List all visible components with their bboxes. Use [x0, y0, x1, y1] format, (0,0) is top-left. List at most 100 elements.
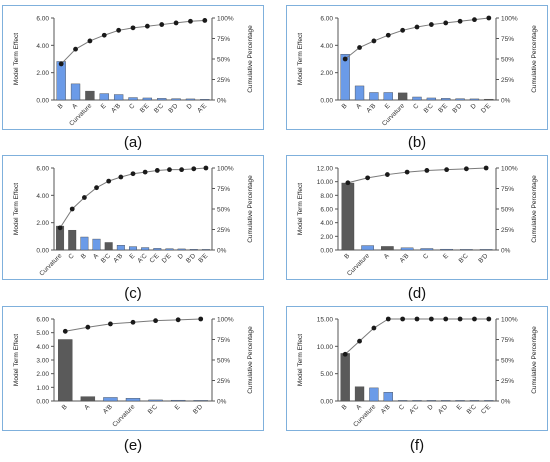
- category-label: A: [383, 252, 391, 260]
- panel-frame-a: [2, 5, 264, 130]
- caption-f: (f): [409, 437, 425, 454]
- category-label: A'C: [408, 403, 420, 415]
- y2-tick-label: 100%: [501, 166, 518, 173]
- bar-4: [420, 248, 434, 251]
- y-tick-label: 0.00: [36, 98, 49, 105]
- bar-8: [455, 400, 465, 402]
- cumulative-point-5: [175, 317, 181, 323]
- bar-7: [157, 98, 167, 101]
- cumulative-point-3: [94, 185, 99, 191]
- cumulative-line: [344, 318, 489, 355]
- category-label: A: [83, 403, 91, 411]
- y2-tick-label: 75%: [501, 337, 514, 344]
- y-tick-label: 8.00: [320, 193, 333, 200]
- bar-3: [92, 238, 101, 251]
- y2-tick-label: 50%: [217, 207, 230, 214]
- y2-tick-label: 50%: [217, 358, 230, 365]
- bar-0: [58, 339, 73, 402]
- bar-6: [193, 400, 208, 402]
- y-axis-title: Model Term Effect: [297, 33, 304, 85]
- y2-tick-label: 50%: [501, 207, 514, 214]
- cumulative-point-9: [472, 316, 477, 322]
- cumulative-point-7: [142, 169, 148, 175]
- cumulative-point-0: [345, 180, 351, 186]
- y-tick-label: 6.00: [320, 16, 333, 23]
- cumulative-line: [59, 167, 206, 229]
- panel-frame-e: [2, 306, 264, 431]
- pareto-chart-d: 0.00 2.00 4.00 6.00 8.00 10.00 12.00 0% 25% 50% 75…: [297, 165, 538, 278]
- bar-2: [103, 397, 118, 402]
- bar-3: [99, 93, 109, 101]
- y-tick-label: 10.00: [317, 344, 334, 351]
- caption-c: (c): [124, 285, 142, 302]
- cumulative-point-3: [385, 32, 391, 38]
- cumulative-point-10: [202, 18, 208, 23]
- y2-tick-label: 25%: [217, 227, 230, 234]
- y2-tick-label: 25%: [501, 77, 514, 84]
- category-label: A'B: [399, 252, 411, 264]
- category-label: A'B: [110, 102, 122, 114]
- bar-1: [68, 229, 77, 251]
- bar-0: [341, 182, 355, 251]
- cumulative-point-7: [443, 20, 449, 26]
- category-label: E: [442, 252, 450, 260]
- cumulative-point-2: [87, 38, 93, 44]
- category-label: A: [71, 102, 79, 110]
- cumulative-point-3: [130, 319, 136, 325]
- y2-tick-label: 100%: [217, 166, 234, 173]
- cumulative-point-4: [153, 318, 158, 324]
- y-tick-label: 4.00: [36, 193, 49, 200]
- bar-8: [171, 98, 181, 101]
- pareto-chart-b: 0.00 2.00 4.00 6.00 0% 25% 50% 75% 100% Model Ter…: [297, 16, 538, 128]
- bar-10: [200, 99, 210, 101]
- cumulative-point-0: [57, 225, 63, 231]
- caption-e: (e): [123, 437, 143, 454]
- cumulative-point-8: [457, 316, 463, 322]
- category-label: B: [341, 403, 349, 411]
- category-label: E: [128, 252, 136, 260]
- y-tick-label: 4.00: [320, 220, 333, 227]
- cumulative-point-7: [483, 165, 489, 171]
- category-label: B'D: [451, 102, 463, 114]
- y2-tick-label: 0%: [501, 98, 511, 105]
- cumulative-point-3: [385, 316, 391, 322]
- cumulative-point-11: [191, 166, 197, 172]
- bar-1: [80, 396, 96, 402]
- y2-tick-label: 25%: [501, 227, 514, 234]
- bar-10: [484, 98, 494, 101]
- y-tick-label: 2.00: [36, 220, 49, 227]
- category-label: E: [455, 403, 463, 411]
- cumulative-point-10: [486, 316, 492, 322]
- category-label: D'E: [161, 252, 174, 265]
- category-label: C'E: [480, 403, 493, 416]
- cumulative-point-6: [463, 166, 469, 172]
- y2-tick-label: 100%: [217, 16, 234, 23]
- bar-2: [369, 92, 379, 101]
- bar-9: [185, 98, 196, 101]
- bar-8: [455, 98, 465, 101]
- cumulative-point-1: [85, 324, 91, 330]
- category-label: B: [61, 403, 69, 411]
- y2-tick-label: 100%: [217, 317, 234, 324]
- category-label: B'D: [185, 252, 197, 264]
- y2-tick-label: 0%: [501, 399, 511, 406]
- cumulative-point-9: [188, 18, 193, 24]
- category-label: B'C: [153, 102, 165, 114]
- cumulative-point-9: [167, 167, 172, 173]
- bar-6: [142, 97, 153, 101]
- bar-1: [70, 83, 81, 101]
- category-label: C: [67, 252, 75, 260]
- y-tick-label: 10.00: [317, 179, 334, 186]
- panel-frame-d: [286, 155, 548, 280]
- bar-7: [141, 247, 150, 251]
- y-tick-label: 5.00: [36, 330, 49, 337]
- category-label: D: [177, 252, 185, 260]
- category-label: B'C: [100, 252, 112, 264]
- category-label: B'D: [167, 102, 179, 114]
- y2-tick-label: 0%: [217, 248, 227, 255]
- y-tick-label: 6.00: [36, 16, 49, 23]
- bar-4: [148, 399, 163, 402]
- bar-3: [400, 247, 414, 251]
- cumulative-point-2: [384, 172, 390, 177]
- category-label: Curvature: [111, 403, 136, 428]
